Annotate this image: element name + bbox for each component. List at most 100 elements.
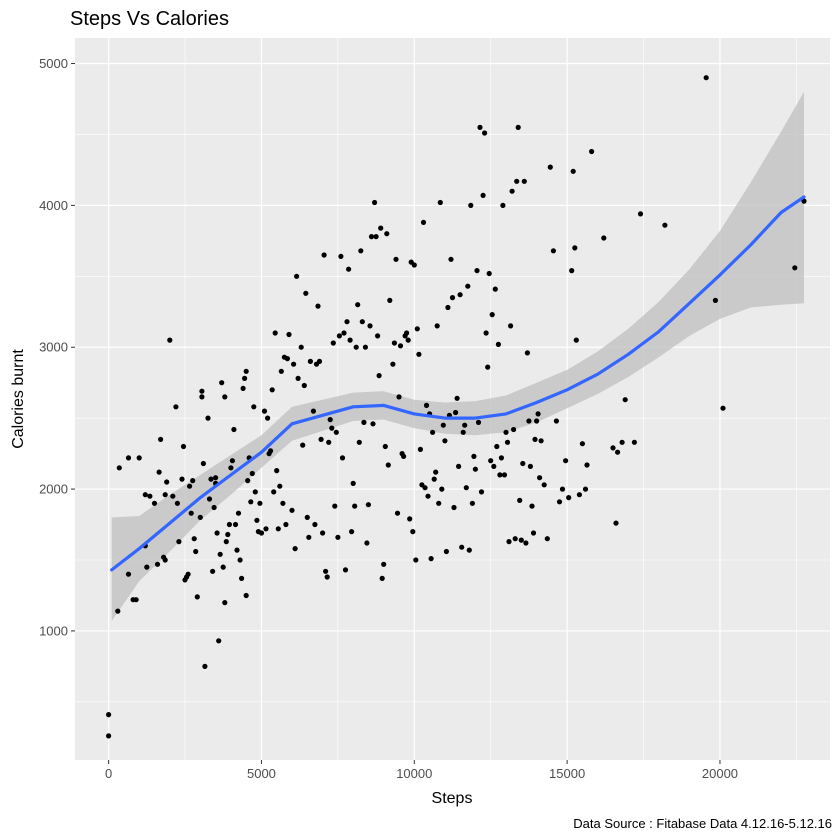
data-point — [205, 415, 211, 421]
data-point — [515, 124, 521, 130]
data-point — [423, 402, 430, 408]
data-point — [180, 443, 187, 450]
data-point — [510, 426, 517, 433]
data-point — [202, 663, 208, 670]
data-point — [261, 408, 268, 414]
data-point — [316, 358, 323, 364]
data-point — [167, 337, 173, 343]
data-point — [524, 350, 531, 356]
data-point — [482, 130, 488, 136]
data-point — [454, 395, 460, 401]
data-point — [283, 521, 289, 528]
data-point — [477, 124, 483, 130]
data-point — [576, 492, 583, 498]
data-point — [504, 439, 511, 445]
data-point — [323, 568, 329, 574]
data-point — [391, 340, 397, 346]
data-point — [480, 192, 486, 198]
data-point — [497, 472, 503, 478]
data-point — [361, 419, 367, 425]
data-point — [191, 536, 197, 542]
data-point — [582, 486, 589, 492]
data-point — [272, 330, 278, 336]
data-point — [792, 265, 798, 271]
data-point — [436, 500, 442, 506]
data-point — [373, 234, 379, 240]
data-point — [355, 302, 361, 308]
data-point — [518, 537, 524, 543]
data-point — [237, 557, 243, 563]
data-point — [199, 394, 205, 400]
data-point — [508, 323, 514, 329]
data-point — [225, 531, 231, 538]
data-point — [292, 546, 298, 552]
x-tick-label: 10000 — [396, 766, 432, 781]
plot-panel — [75, 38, 830, 760]
data-point — [448, 256, 454, 262]
data-point — [397, 343, 404, 349]
data-point — [106, 733, 112, 739]
data-point — [346, 266, 352, 272]
data-point — [474, 268, 480, 274]
data-point — [116, 465, 122, 471]
data-point — [213, 475, 219, 481]
data-point — [144, 564, 150, 570]
data-point — [332, 503, 338, 509]
data-point — [439, 486, 445, 492]
data-point — [226, 521, 232, 528]
data-point — [410, 529, 416, 535]
data-point — [151, 500, 158, 506]
data-point — [512, 536, 518, 542]
data-point — [532, 436, 538, 442]
data-point — [430, 429, 436, 435]
data-point — [222, 394, 228, 400]
data-point — [268, 448, 274, 454]
data-point — [384, 231, 390, 237]
data-point — [248, 499, 254, 505]
data-point — [278, 368, 284, 374]
y-tick-label: 2000 — [39, 482, 68, 497]
data-point — [501, 472, 508, 478]
data-point — [385, 462, 391, 468]
data-point — [295, 375, 301, 381]
data-point — [378, 225, 384, 231]
data-point — [229, 458, 235, 464]
data-point — [217, 551, 223, 557]
data-point — [465, 283, 471, 289]
data-point — [173, 404, 179, 410]
data-point — [352, 503, 358, 509]
data-point — [263, 526, 269, 532]
data-point — [220, 564, 226, 570]
data-point — [318, 436, 324, 442]
data-point — [228, 465, 234, 471]
data-point — [712, 297, 719, 303]
data-point — [451, 504, 457, 511]
data-point — [613, 520, 619, 526]
data-point — [364, 540, 370, 546]
data-point — [437, 199, 443, 206]
data-point — [324, 574, 330, 580]
data-point — [179, 476, 185, 482]
data-point — [703, 75, 709, 81]
data-point — [527, 463, 534, 469]
data-point — [243, 368, 249, 374]
data-point — [440, 422, 446, 428]
data-point — [320, 530, 326, 536]
data-point — [277, 483, 283, 489]
data-point — [475, 419, 482, 425]
data-point — [544, 536, 550, 542]
data-point — [556, 499, 563, 505]
data-point — [537, 475, 543, 481]
data-point — [411, 262, 417, 268]
data-point — [353, 344, 359, 350]
data-point — [376, 373, 382, 379]
data-point — [442, 438, 448, 444]
data-point — [517, 497, 523, 503]
data-point — [367, 323, 373, 329]
data-point — [547, 164, 553, 170]
data-point — [405, 337, 411, 343]
data-point — [232, 521, 239, 528]
data-point — [472, 466, 478, 472]
x-tick-label: 15000 — [549, 766, 585, 781]
